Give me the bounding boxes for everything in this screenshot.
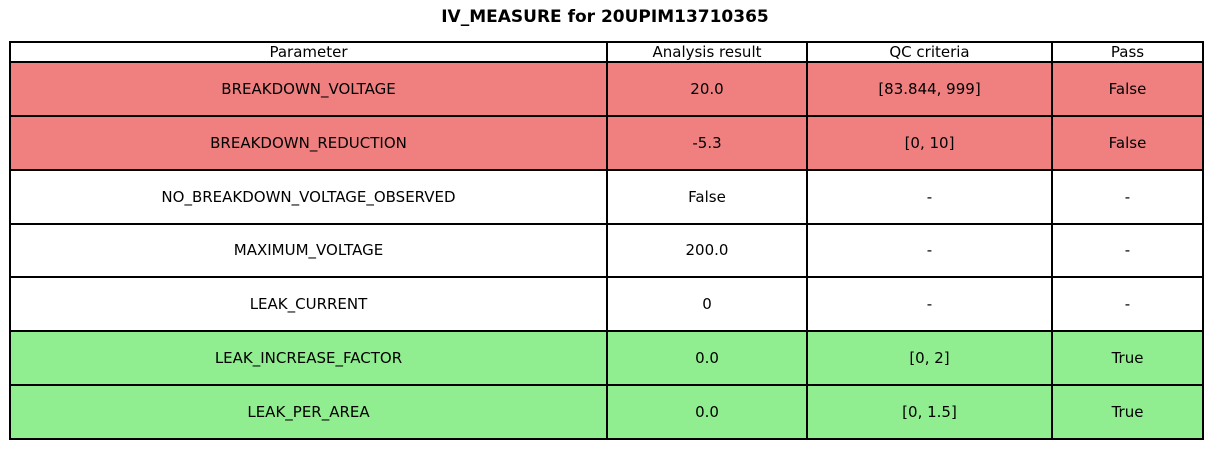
- parameter-cell: LEAK_INCREASE_FACTOR: [9, 330, 608, 387]
- result-cell: 200.0: [606, 222, 808, 279]
- criteria-cell: -: [806, 276, 1053, 333]
- result-cell: False: [606, 168, 808, 225]
- column-header-parameter: Parameter: [9, 41, 608, 63]
- pass-cell: False: [1051, 61, 1204, 117]
- parameter-cell: BREAKDOWN_REDUCTION: [9, 114, 608, 171]
- column-header-analysis-result: Analysis result: [606, 41, 808, 63]
- page-title: IV_MEASURE for 20UPIM13710365: [441, 7, 769, 27]
- pass-cell: -: [1051, 222, 1204, 279]
- qc-results-table: Parameter Analysis result QC criteria Pa…: [9, 41, 1204, 440]
- pass-cell: -: [1051, 168, 1204, 225]
- column-header-pass: Pass: [1051, 41, 1204, 63]
- result-cell: 0.0: [606, 384, 808, 440]
- pass-cell: True: [1051, 384, 1204, 440]
- criteria-cell: [83.844, 999]: [806, 61, 1053, 117]
- column-header-qc-criteria: QC criteria: [806, 41, 1053, 63]
- result-cell: 20.0: [606, 61, 808, 117]
- criteria-cell: [0, 10]: [806, 114, 1053, 171]
- criteria-cell: -: [806, 222, 1053, 279]
- criteria-cell: -: [806, 168, 1053, 225]
- table-row: MAXIMUM_VOLTAGE 200.0 - -: [9, 222, 1204, 279]
- table-row: NO_BREAKDOWN_VOLTAGE_OBSERVED False - -: [9, 168, 1204, 225]
- table-row: LEAK_INCREASE_FACTOR 0.0 [0, 2] True: [9, 330, 1204, 387]
- parameter-cell: BREAKDOWN_VOLTAGE: [9, 61, 608, 117]
- table-row: LEAK_CURRENT 0 - -: [9, 276, 1204, 333]
- result-cell: 0: [606, 276, 808, 333]
- pass-cell: False: [1051, 114, 1204, 171]
- parameter-cell: NO_BREAKDOWN_VOLTAGE_OBSERVED: [9, 168, 608, 225]
- criteria-cell: [0, 1.5]: [806, 384, 1053, 440]
- table-row: LEAK_PER_AREA 0.0 [0, 1.5] True: [9, 384, 1204, 440]
- pass-cell: True: [1051, 330, 1204, 387]
- parameter-cell: LEAK_PER_AREA: [9, 384, 608, 440]
- table-row: BREAKDOWN_VOLTAGE 20.0 [83.844, 999] Fal…: [9, 61, 1204, 117]
- parameter-cell: LEAK_CURRENT: [9, 276, 608, 333]
- parameter-cell: MAXIMUM_VOLTAGE: [9, 222, 608, 279]
- result-cell: 0.0: [606, 330, 808, 387]
- pass-cell: -: [1051, 276, 1204, 333]
- table-header-row: Parameter Analysis result QC criteria Pa…: [9, 41, 1204, 63]
- criteria-cell: [0, 2]: [806, 330, 1053, 387]
- result-cell: -5.3: [606, 114, 808, 171]
- table-row: BREAKDOWN_REDUCTION -5.3 [0, 10] False: [9, 114, 1204, 171]
